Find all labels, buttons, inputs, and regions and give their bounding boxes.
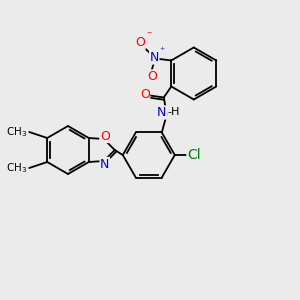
Text: O: O bbox=[140, 88, 150, 101]
Text: O: O bbox=[135, 36, 145, 49]
Text: N: N bbox=[157, 106, 167, 119]
Text: N: N bbox=[150, 51, 159, 64]
Text: $^-$: $^-$ bbox=[145, 28, 153, 38]
Text: -H: -H bbox=[168, 107, 180, 118]
Text: $\mathregular{CH_3}$: $\mathregular{CH_3}$ bbox=[6, 161, 27, 175]
Text: O: O bbox=[147, 70, 157, 83]
Text: Cl: Cl bbox=[187, 148, 201, 162]
Text: N: N bbox=[100, 158, 110, 170]
Text: $\mathregular{CH_3}$: $\mathregular{CH_3}$ bbox=[6, 125, 27, 139]
Text: $^+$: $^+$ bbox=[158, 46, 166, 55]
Text: O: O bbox=[100, 130, 110, 142]
